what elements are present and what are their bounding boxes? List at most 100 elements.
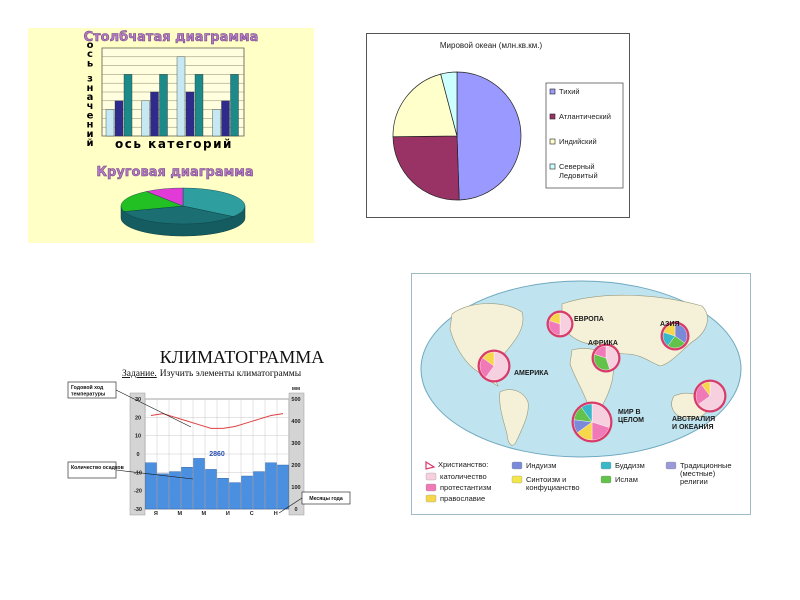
ocean-legend-swatch bbox=[549, 113, 556, 120]
panel-ocean-pie: Мировой океан (млн.кв.км.) Тихий Атлантич… bbox=[366, 33, 630, 218]
legend-label: православие bbox=[440, 494, 485, 503]
region-pie-slice bbox=[701, 381, 711, 397]
climatogram-task-rest: Изучить элементы климатограммы bbox=[160, 369, 302, 379]
region-pie-slice bbox=[581, 403, 593, 423]
ocean-legend-label: Северный bbox=[559, 162, 595, 171]
panel-climatogram: КЛИМАТОГРАММА Задание. Изучить элементы к… bbox=[65, 345, 365, 525]
ocean-legend: Тихий Атлантический Индийский СеверныйЛедов… bbox=[549, 87, 611, 180]
pie3d-slice bbox=[145, 187, 184, 207]
bar-chart-title: Столбчатая диаграмма bbox=[84, 30, 259, 45]
region-pie-slice bbox=[593, 354, 610, 371]
ocean-legend-swatch bbox=[549, 163, 556, 170]
bar bbox=[185, 91, 195, 137]
bar-chart-ylabel-letter: и bbox=[86, 129, 93, 140]
bar-chart-ylabel-letter: з bbox=[87, 74, 93, 85]
ocean-pie-title: Мировой океан (млн.кв.км.) bbox=[440, 41, 543, 50]
bar-chart-ylabel-letter: н bbox=[87, 120, 94, 131]
ocean-legend-label-line2: Ледовитый bbox=[559, 171, 598, 180]
precip-bar bbox=[217, 477, 229, 510]
temp-tick-label: 10 bbox=[135, 434, 141, 440]
callout-temperature-pointer bbox=[115, 389, 192, 428]
region-pie-slice bbox=[591, 403, 611, 428]
pie3d-chart-title: Круговая диаграмма bbox=[96, 165, 253, 180]
temp-tick-label: 30 bbox=[135, 397, 141, 403]
callout-temperature-text: Годовой ход bbox=[71, 384, 104, 391]
legend-swatch bbox=[425, 494, 437, 503]
legend-label: Синтоизм и bbox=[526, 475, 566, 484]
legend-label: религии bbox=[680, 477, 708, 486]
precip-tick-label: 500 bbox=[291, 397, 300, 403]
ocean-pie-slice bbox=[392, 135, 460, 201]
region-pie-slice bbox=[674, 323, 688, 344]
bar bbox=[159, 74, 168, 137]
legend-label: Ислам bbox=[615, 475, 638, 484]
bar-chart-ylabel-letter: н bbox=[87, 83, 94, 94]
ocean-legend-swatch bbox=[549, 88, 556, 95]
panel-religion-map: ЕВРОПА АЗИЯ АФРИКА АМЕРИКА МИР В ЦЕЛОМ АВСТРАЛ… bbox=[411, 273, 751, 515]
legend-label: (местные) bbox=[680, 469, 716, 478]
callout-precip-text: Количество осадков bbox=[71, 465, 124, 471]
precip-bar bbox=[229, 482, 241, 510]
bar bbox=[212, 109, 221, 137]
precip-bar bbox=[181, 466, 193, 510]
bar bbox=[123, 74, 133, 137]
pie3d-slice bbox=[123, 205, 234, 225]
climatogram-task-prefix: Задание. bbox=[122, 369, 157, 379]
bar bbox=[221, 100, 230, 137]
precip-tick-label: 100 bbox=[291, 485, 300, 491]
callout-precip-pointer bbox=[115, 469, 194, 480]
precip-tick-label: 300 bbox=[291, 441, 300, 447]
pie3d-chart bbox=[120, 187, 246, 237]
temp-tick-label: -20 bbox=[134, 489, 142, 495]
region-pie-slice bbox=[698, 381, 725, 411]
legend-swatch bbox=[425, 472, 437, 481]
map-region-label: АЗИЯ bbox=[660, 321, 680, 328]
ocean-pie bbox=[392, 71, 522, 201]
region-pie-slice bbox=[482, 351, 495, 367]
legend-label: католичество bbox=[440, 472, 487, 481]
precip-bar bbox=[205, 469, 217, 510]
bar bbox=[230, 74, 239, 137]
precip-bar bbox=[193, 458, 205, 510]
temp-tick-label: 0 bbox=[136, 452, 139, 458]
precip-bar bbox=[241, 475, 253, 510]
precip-tick-label: 400 bbox=[291, 419, 300, 425]
legend-swatch bbox=[425, 460, 436, 470]
climatogram-task: Задание. Изучить элементы климатограммы bbox=[122, 369, 302, 379]
callout-months-text: Месяцы года bbox=[309, 496, 343, 502]
precip-unit: мм bbox=[292, 386, 300, 392]
precip-bar bbox=[265, 462, 277, 510]
ocean-legend-label: Атлантический bbox=[559, 112, 611, 121]
map-region-label: АФРИКА bbox=[588, 340, 618, 347]
ocean-legend-label: Тихий bbox=[559, 87, 580, 96]
annual-precip-total: 2860 bbox=[209, 451, 225, 458]
callout-months-pointer bbox=[278, 497, 303, 514]
legend-label: Христианство: bbox=[438, 460, 488, 469]
month-tick-label: И bbox=[226, 511, 230, 517]
callout-temperature-text: температуры bbox=[71, 392, 106, 398]
legend-label: Традиционные bbox=[680, 461, 732, 470]
ocean-pie-slice bbox=[440, 71, 458, 137]
precip-bar bbox=[169, 471, 181, 510]
ocean-pie-svg: Мировой океан (млн.кв.км.) Тихий Атлантич… bbox=[392, 41, 624, 201]
month-tick-label: Я bbox=[154, 511, 158, 517]
precip-bar bbox=[145, 462, 157, 510]
region-pie-slice bbox=[559, 312, 572, 336]
bar bbox=[150, 91, 159, 137]
month-tick-label: С bbox=[250, 511, 254, 517]
precip-bar bbox=[277, 464, 289, 510]
legend-label: протестантизм bbox=[440, 483, 491, 492]
legend-swatch bbox=[665, 461, 677, 470]
map-region-label: И ОКЕАНИЯ bbox=[672, 424, 714, 431]
bar bbox=[105, 109, 115, 137]
bar-chart-xlabel: ось категорий bbox=[115, 137, 233, 151]
map-legend: Христианство: католичество протестантизм пр… bbox=[425, 460, 732, 503]
ocean-legend-box bbox=[545, 82, 624, 189]
month-tick-label: М bbox=[178, 511, 183, 517]
